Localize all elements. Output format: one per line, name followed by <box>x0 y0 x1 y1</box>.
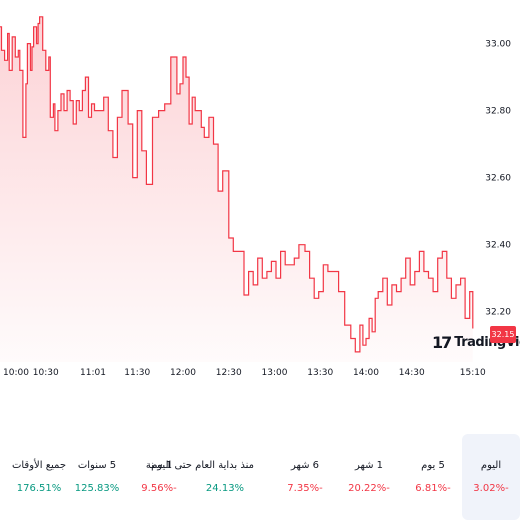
period-change-value: 3.02%- <box>473 483 509 494</box>
x-tick-label: 14:30 <box>399 368 425 378</box>
period-change-value: 9.56%- <box>141 483 177 494</box>
y-tick-label: 32.40 <box>485 241 511 251</box>
x-tick-label: 14:00 <box>353 368 379 378</box>
x-tick-label: 11:30 <box>124 368 150 378</box>
x-tick-label: 12:00 <box>170 368 196 378</box>
price-chart[interactable]: 33.00 32.80 32.60 32.40 32.20 10:00 10:30 11:0… <box>0 0 520 380</box>
period-label: 5 يوم <box>421 460 445 471</box>
period-tab[interactable]: 1 شهر 20.22%- <box>340 434 398 520</box>
period-label: منذ بداية العام حتى اليوم <box>151 460 254 471</box>
period-tab[interactable]: اليوم 3.02%- <box>462 434 520 520</box>
period-tab[interactable]: 1 سنة 9.56%- <box>130 434 188 520</box>
period-selector: اليوم 3.02%- 5 يوم 6.81%- 1 شهر 20.22%- 6 شهر 7… <box>0 434 520 520</box>
x-tick-label: 12:30 <box>216 368 242 378</box>
period-change-value: 176.51% <box>16 483 62 494</box>
last-price-value: 32.15 <box>491 330 515 339</box>
period-label: 1 شهر <box>354 460 384 471</box>
period-tab[interactable]: 5 يوم 6.81%- <box>404 434 462 520</box>
period-label: 5 سنوات <box>77 460 117 471</box>
period-label: 6 شهر <box>290 460 320 471</box>
period-change-value: 125.83% <box>74 483 120 494</box>
price-area-fill <box>0 16 473 363</box>
y-tick-label: 32.80 <box>485 107 511 117</box>
period-change-value: 24.13% <box>205 483 245 494</box>
period-change-value: 6.81%- <box>415 483 451 494</box>
x-tick-label: 13:30 <box>307 368 333 378</box>
last-price-badge: 32.15 <box>490 326 516 343</box>
period-label: جميع الأوقات <box>11 460 67 471</box>
x-tick-label: 15:10 <box>460 368 486 378</box>
period-change-value: 20.22%- <box>348 483 390 494</box>
period-label: اليوم <box>480 460 502 471</box>
x-tick-label: 13:00 <box>262 368 288 378</box>
period-tab[interactable]: 6 شهر 7.35%- <box>276 434 334 520</box>
period-tab[interactable]: جميع الأوقات 176.51% <box>10 434 68 520</box>
period-tab[interactable]: منذ بداية العام حتى اليوم 24.13% <box>151 434 254 520</box>
x-tick-label: 10:30 <box>33 368 59 378</box>
x-tick-label: 10:00 <box>3 368 29 378</box>
y-tick-label: 32.20 <box>485 308 511 318</box>
y-tick-label: 32.60 <box>485 174 511 184</box>
period-change-value: 7.35%- <box>287 483 323 494</box>
tradingview-mark-icon: 17 <box>432 333 452 352</box>
price-line <box>0 16 474 353</box>
y-tick-label: 33.00 <box>485 40 511 50</box>
x-tick-label: 11:01 <box>80 368 106 378</box>
period-tab[interactable]: 5 سنوات 125.83% <box>68 434 126 520</box>
period-label: 1 سنة <box>145 460 173 471</box>
